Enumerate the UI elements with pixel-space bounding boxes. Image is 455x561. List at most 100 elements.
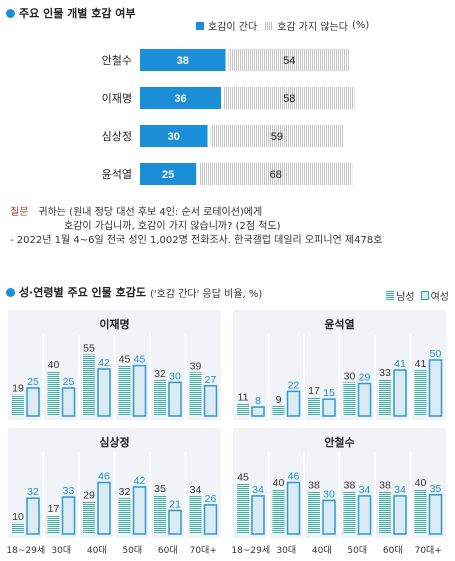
bar-female [286,390,301,417]
bar-negative [199,163,353,185]
bar-female [132,486,147,535]
bar-male [83,501,95,534]
survey-notes: 질문 귀하는 (원내 정당 대선 후보 4인: 순서 로테이션)에게 호감이 가십… [10,206,382,248]
bar-female [203,504,218,535]
bar-female-value: 32 [27,486,39,498]
bar-negative [210,125,344,147]
bar-male [379,491,391,534]
bar-male-value: 55 [83,342,95,354]
bar-female-value: 41 [394,358,406,370]
bar-male [308,491,320,534]
age-tick-label: 60대 [157,546,178,556]
bar-negative-value: 54 [283,55,295,67]
category-label: 이재명 [102,92,132,105]
legend-favorability: 호감이 간다 호감 가지 않는다 (%) [196,18,369,33]
bar-female-value: 30 [323,488,335,500]
bar-female [357,495,372,535]
age-tick-label: 70대+ [189,546,217,556]
legend-negative-swatch [265,21,274,30]
bar-female-value: 21 [169,498,181,510]
bar-female [393,369,407,417]
bar-female [428,359,443,417]
category-label: 심상정 [102,130,132,143]
bar-male-value: 35 [154,483,166,495]
bar-male-value: 32 [154,368,166,380]
age-tick-label: 18~29세 [231,546,271,556]
bullet-dot-icon [6,8,15,18]
legend-female-swatch [420,291,429,300]
bar-male-value: 40 [48,359,60,371]
bullet-dot-icon [6,287,15,297]
bar-male-value: 38 [344,479,356,491]
bar-female [286,481,301,535]
bar-female [251,495,265,535]
bar-female-value: 29 [359,372,371,384]
bar-male-value: 34 [190,484,202,496]
age-tick-label: 70대+ [414,546,442,556]
bar-male [47,514,60,534]
section1-title-text: 주요 인물 개별 호감 여부 [19,7,136,20]
bar-male-value: 10 [12,511,24,523]
bar-male-value: 41 [415,358,427,370]
age-tick-label: 40대 [311,546,332,556]
legend-unit: (%) [351,20,370,31]
bar-male-value: 40 [415,477,427,489]
bar-male [47,371,60,416]
bar-male [379,379,391,416]
legend-negative-label: 호감 가지 않는다 [277,22,348,33]
bar-female [203,385,218,417]
bar-female-value: 34 [359,484,371,496]
bar-male [118,498,131,534]
bar-male-value: 40 [273,477,285,489]
bar-female-value: 25 [27,376,39,388]
bar-female [168,509,182,535]
legend-positive-swatch [196,21,204,30]
bar-male [12,522,24,534]
age-tick-label: 60대 [382,546,403,556]
bar-male [308,396,320,416]
bar-male-value: 9 [276,394,282,406]
bar-male-value: 17 [48,503,60,515]
bar-female [168,381,182,417]
bar-male-value: 45 [237,472,249,484]
bar-male [189,495,202,534]
bar-female-value: 30 [169,370,181,382]
legend-female-label: 여성 [430,292,449,303]
bar-female-value: 46 [288,470,300,482]
age-tick-label: 30대 [276,546,297,556]
legend-male-swatch [386,291,395,300]
age-tick-label: 18~29세 [6,546,46,556]
section2-subtitle: ('호감 간다' 응답 비율, %) [150,288,263,300]
bar-male [154,494,166,534]
bar-male [272,489,285,534]
panel-3: 심상정 10 32 17 33 29 46 32 42 35 21 34 26 [8,428,221,538]
panel-4: 안철수 45 34 40 46 38 30 38 34 38 34 40 35 [233,428,446,538]
bar-female [322,499,336,535]
panel-title: 이재명 [99,318,130,331]
bar-female-value: 15 [323,387,335,399]
category-label: 윤석열 [102,168,132,181]
bar-female [97,481,111,535]
section2-title: 성·연령별 주요 인물 호감도 ('호감 간다' 응답 비율, %) [6,284,262,300]
bar-female [357,382,372,417]
bar-male [237,403,249,416]
bar-male-value: 33 [379,367,391,379]
bar-positive-value: 36 [174,93,186,105]
bar-male-value: 30 [344,370,356,382]
bar-female-value: 8 [255,395,261,407]
category-label: 안철수 [102,54,132,67]
bar-male [414,489,427,534]
section1-title: 주요 인물 개별 호감 여부 [6,5,136,21]
age-tick-label: 50대 [122,546,143,556]
bar-positive-value: 25 [162,169,174,181]
bar-negative-value: 59 [271,131,283,143]
question-label: 질문 [10,207,29,218]
bar-negative-value: 68 [270,169,282,181]
bar-male [83,354,95,416]
question-text-2: 호감이 가십니까, 호감이 가지 않습니까? (2점 척도) [64,221,281,232]
bar-positive [140,163,197,185]
